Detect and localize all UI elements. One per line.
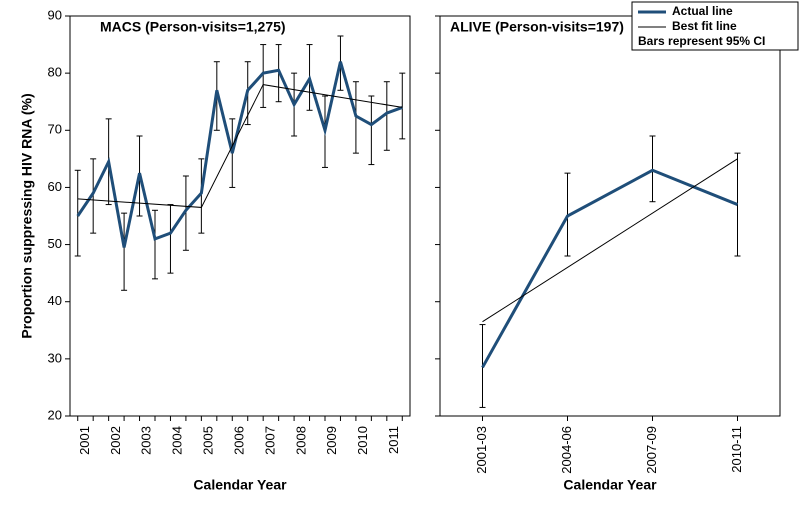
chart-svg: 20 30 40 50 60 70 80 90 Proportion suppressing H… [0, 0, 800, 506]
svg-text:Actual line: Actual line [672, 4, 733, 18]
svg-text:2011: 2011 [386, 426, 401, 454]
svg-text:Bars represent 95% CI: Bars represent 95% CI [638, 34, 765, 48]
chart-container: 20 30 40 50 60 70 80 90 Proportion suppressing H… [0, 0, 800, 506]
svg-text:Proportion suppressing HIV RNA: Proportion suppressing HIV RNA (%) [19, 93, 35, 338]
svg-text:60: 60 [48, 179, 62, 194]
svg-text:2009: 2009 [324, 426, 339, 455]
svg-text:2007: 2007 [262, 426, 277, 455]
svg-text:2006: 2006 [231, 426, 246, 455]
svg-text:Calendar Year: Calendar Year [563, 477, 657, 493]
svg-text:50: 50 [48, 236, 62, 251]
svg-text:2010: 2010 [355, 426, 370, 455]
svg-text:2001: 2001 [77, 426, 92, 455]
svg-text:80: 80 [48, 65, 62, 80]
svg-text:2010-11: 2010-11 [729, 426, 744, 473]
svg-text:Calendar Year: Calendar Year [193, 477, 287, 493]
svg-text:2003: 2003 [139, 426, 154, 455]
svg-text:Best fit line: Best fit line [672, 19, 737, 33]
svg-text:ALIVE (Person-visits=197): ALIVE (Person-visits=197) [450, 19, 624, 35]
svg-text:90: 90 [48, 7, 62, 22]
svg-text:2001-03: 2001-03 [474, 426, 489, 474]
svg-text:2008: 2008 [293, 426, 308, 455]
svg-text:2002: 2002 [108, 426, 123, 455]
svg-text:30: 30 [48, 350, 62, 365]
svg-text:2005: 2005 [201, 426, 216, 455]
svg-text:20: 20 [48, 407, 62, 422]
svg-text:2007-09: 2007-09 [644, 426, 659, 474]
svg-text:2004-06: 2004-06 [559, 426, 574, 474]
svg-text:40: 40 [48, 293, 62, 308]
svg-text:2004: 2004 [170, 426, 185, 455]
svg-text:70: 70 [48, 122, 62, 137]
svg-text:MACS (Person-visits=1,275): MACS (Person-visits=1,275) [100, 19, 286, 35]
